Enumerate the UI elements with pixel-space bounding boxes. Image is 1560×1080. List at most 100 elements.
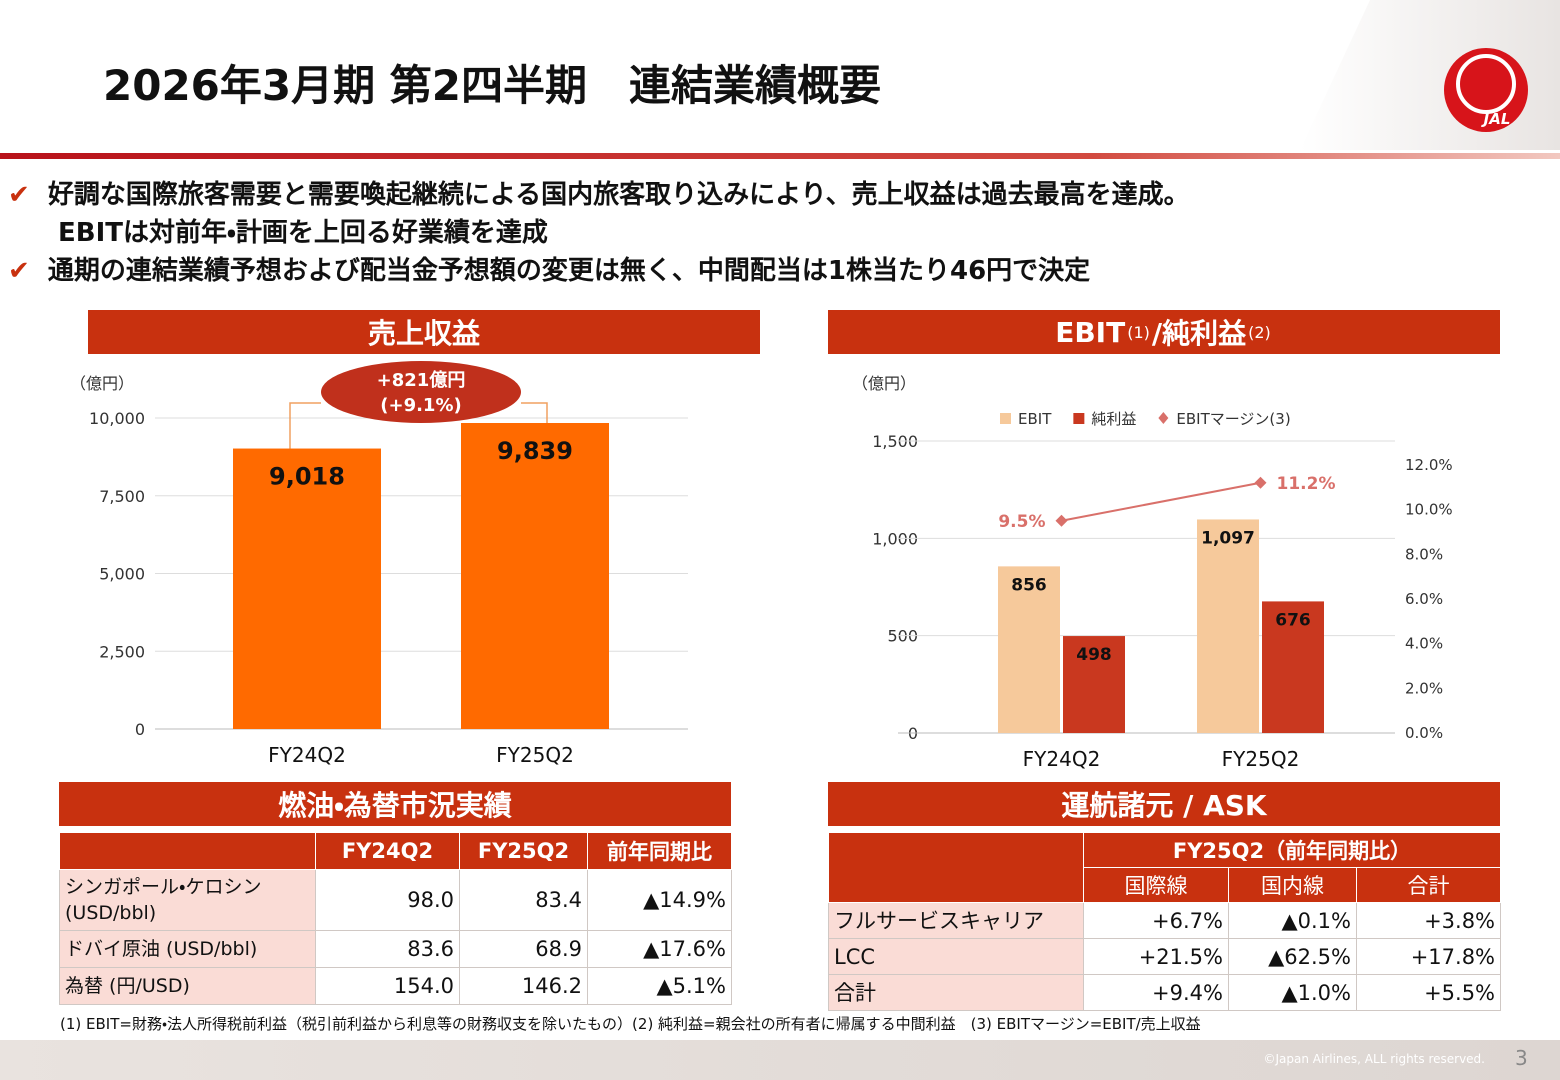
legend-swatch (1000, 413, 1011, 424)
unit-label: （億円） (852, 374, 916, 393)
bar (1063, 636, 1125, 733)
cell: 83.6 (315, 930, 460, 968)
section-header: 売上収益 (88, 310, 760, 354)
x-tick-label: FY24Q2 (1023, 747, 1101, 771)
cell: ▲1.0% (1228, 974, 1357, 1011)
bar (233, 448, 381, 729)
y2-tick-label: 4.0% (1405, 635, 1443, 653)
cell: ▲5.1% (587, 967, 732, 1005)
ask-table: FY25Q2（前年同期比） 国際線 国内線 合計 フルサービスキャリア +6.7% ▲0… (828, 832, 1502, 1011)
cell: 68.9 (459, 930, 588, 968)
cell: +17.8% (1355, 938, 1502, 975)
legend-label: EBIT (1018, 410, 1052, 428)
col-header: 国際線 (1083, 867, 1229, 903)
page-number: 3 (1515, 1046, 1528, 1070)
value-label: 856 (1011, 575, 1047, 595)
bullet-text: EBITは対前年・計画を上回る好業績を達成 (58, 218, 548, 248)
y2-tick-label: 10.0% (1405, 501, 1453, 519)
legend-label: EBITマージン(3) (1176, 410, 1290, 428)
row-label: フルサービスキャリア (828, 902, 1084, 939)
value-label: 11.2% (1277, 474, 1336, 494)
cell: +9.4% (1083, 974, 1229, 1011)
x-tick-label: FY25Q2 (1222, 747, 1300, 771)
col-header: FY24Q2 (315, 832, 460, 870)
section-header: EBIT (1)/純利益 (2) (828, 310, 1500, 354)
title-part: EBIT (1055, 315, 1126, 349)
y-tick-label: 5,000 (99, 565, 145, 584)
cell: ▲17.6% (587, 930, 732, 968)
y2-tick-label: 0.0% (1405, 724, 1443, 742)
section-header: 燃油・為替市況実績 (59, 782, 731, 826)
col-header: 合計 (1355, 867, 1502, 903)
title-part: (2) (1248, 322, 1271, 342)
col-header: FY25Q2 (459, 832, 588, 870)
annotation-bubble (321, 361, 521, 423)
y-tick-label: 2,500 (99, 642, 145, 661)
cell: 98.0 (315, 869, 460, 931)
bar (461, 423, 609, 729)
header-bg: JAL (0, 0, 1560, 159)
cell: 83.4 (459, 869, 588, 931)
cell: 146.2 (459, 967, 588, 1005)
value-label: 1,097 (1201, 528, 1255, 548)
row-label: ドバイ原油 (USD/bbl) (59, 930, 316, 968)
connector (289, 402, 321, 449)
group-header: FY25Q2（前年同期比） (1082, 832, 1502, 868)
fuel-table: FY24Q2 FY25Q2 前年同期比 シンガポール・ケロシン (USD/bbl) 9… (59, 832, 732, 1005)
bullet-text: 通期の連結業績予想および配当金予想額の変更は無く、中間配当は1株当たり46円で決… (47, 256, 1091, 286)
row-label: 合計 (828, 974, 1084, 1011)
section-header: 運航諸元 / ASK (828, 782, 1500, 826)
y2-tick-label: 8.0% (1405, 545, 1443, 563)
row-label: LCC (828, 938, 1084, 975)
unit-label: （億円） (70, 374, 134, 393)
bullets: ✔ 好調な国際旅客需要と需要喚起継続による国内旅客取り込みにより、売上収益は過去… (8, 176, 1190, 290)
cell: +21.5% (1083, 938, 1229, 975)
cell: 154.0 (315, 967, 460, 1005)
footer: ©Japan Airlines, ALL rights reserved. 3 (0, 1040, 1560, 1080)
line (1061, 481, 1261, 522)
value-label: 9,839 (497, 437, 573, 465)
value-label: 9.5% (998, 512, 1045, 532)
cell: +5.5% (1355, 974, 1502, 1011)
copyright: ©Japan Airlines, ALL rights reserved. (1263, 1052, 1486, 1066)
bar (1197, 519, 1259, 733)
value-label: 9,018 (269, 463, 345, 491)
row-label: シンガポール・ケロシン (USD/bbl) (59, 869, 316, 931)
cell: +3.8% (1355, 902, 1502, 939)
cell: ▲0.1% (1228, 902, 1357, 939)
y-tick-label: 1,500 (872, 432, 918, 451)
cell: ▲62.5% (1228, 938, 1357, 975)
y2-tick-label: 12.0% (1405, 456, 1453, 474)
title: 2026年3月期 第2四半期 連結業績概要 (103, 61, 881, 110)
cell: ▲14.9% (587, 869, 732, 931)
x-tick-label: FY24Q2 (268, 743, 346, 767)
legend-marker (1158, 412, 1169, 424)
y-tick-label: 7,500 (99, 487, 145, 506)
title-part: (1) (1127, 322, 1150, 342)
value-label: 498 (1076, 645, 1112, 665)
footnote: (1) EBIT=財務・法人所得税前利益（税引前利益から利息等の財務収支を除いた… (60, 1015, 1201, 1033)
marker (1055, 514, 1068, 527)
annotation: +821億円 (377, 369, 466, 391)
y-tick-label: 1,000 (872, 529, 918, 548)
title-part: /純利益 (1151, 317, 1247, 350)
bullet-text: 好調な国際旅客需要と需要喚起継続による国内旅客取り込みにより、売上収益は過去最高… (47, 180, 1190, 210)
connector (521, 402, 548, 424)
legend-label: 純利益 (1091, 410, 1136, 428)
charts: （億円） 0 2,500 5,000 7,500 10,000 FY24Q2 FY25Q2 9,… (70, 361, 1453, 771)
y2-tick-label: 2.0% (1405, 679, 1443, 697)
y2-tick-label: 6.0% (1405, 590, 1443, 608)
legend-swatch (1073, 413, 1085, 424)
bar (1262, 601, 1324, 733)
y-tick-label: 10,000 (89, 409, 145, 428)
annotation: (+9.1%) (380, 395, 461, 416)
bar (998, 566, 1060, 733)
logo: JAL (1481, 110, 1511, 128)
y-tick-label: 0 (135, 720, 145, 739)
row-label: 為替 (円/USD) (59, 967, 316, 1005)
value-label: 676 (1275, 610, 1311, 630)
bullet: ✔ 通期の連結業績予想および配当金予想額の変更は無く、中間配当は1株当たり46円… (8, 256, 1091, 286)
marker (1254, 476, 1267, 489)
col-header: 前年同期比 (587, 832, 732, 870)
